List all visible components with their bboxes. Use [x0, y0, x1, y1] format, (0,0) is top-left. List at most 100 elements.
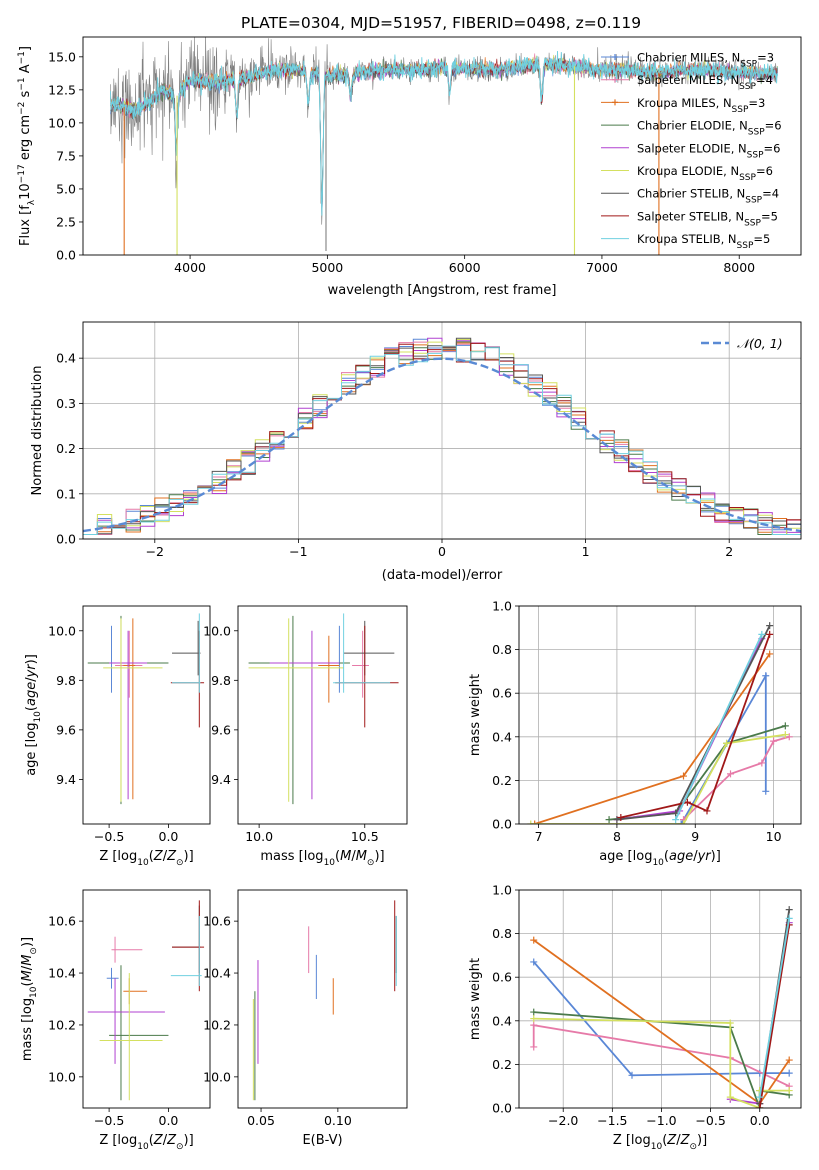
- y-tick-label: 10.0: [48, 1069, 76, 1084]
- weight-series-line: [530, 733, 786, 824]
- x-axis-label-part: )]: [184, 1133, 194, 1148]
- y-axis-label-part: −1: [17, 77, 27, 90]
- data-marker: [785, 1087, 793, 1095]
- x-axis-label-part: Z: [166, 1133, 177, 1148]
- y-tick-label: 10.2: [203, 1017, 231, 1032]
- x-axis-label-part: /: [163, 1133, 168, 1148]
- x-tick-label: 0.0: [750, 1113, 770, 1128]
- y-axis-label: Flux [fλ10−17 erg cm−2 s−1 A−1]: [17, 46, 37, 246]
- y-tick-label: 0.6: [492, 686, 512, 701]
- y-tick-label: 12.5: [48, 82, 76, 97]
- data-marker: [530, 1015, 538, 1023]
- x-axis-label-part: age: [669, 849, 693, 864]
- x-tick-label: −2: [146, 544, 164, 559]
- x-axis-label: wavelength [Angstrom, rest frame]: [328, 283, 557, 298]
- x-tick-label: 10: [766, 829, 782, 844]
- y-tick-label: 7.5: [56, 148, 76, 163]
- y-axis-label-part: )]: [20, 937, 35, 947]
- x-tick-label: −0.5: [695, 1113, 725, 1128]
- data-marker: [756, 1093, 764, 1101]
- legend-label-part: Chabrier STELIB, N: [637, 187, 745, 201]
- weight-series-line: [620, 633, 771, 819]
- legend-label-part: =4: [756, 73, 773, 87]
- data-marker: [530, 1008, 538, 1016]
- legend-label-part: Salpeter STELIB, N: [637, 209, 744, 223]
- x-tick-label: 0.05: [247, 1113, 275, 1128]
- data-marker: [530, 958, 538, 966]
- x-axis-label-part: M: [340, 849, 351, 864]
- x-tick-label: 10.5: [351, 829, 379, 844]
- x-tick-label: −1.5: [597, 1113, 627, 1128]
- y-axis-label-part: λ: [27, 199, 37, 205]
- legend-label: Chabrier ELODIE, NSSP=6: [637, 119, 782, 138]
- x-tick-label: 8: [613, 829, 621, 844]
- y-axis-label-part: age: [24, 682, 39, 706]
- x-tick-label: 0.10: [324, 1113, 352, 1128]
- axes-frame: [237, 889, 408, 1109]
- y-tick-label: 9.8: [211, 673, 231, 688]
- x-axis-label: E(B-V): [302, 1133, 342, 1148]
- y-axis-label-part: −1: [17, 51, 27, 64]
- y-axis-label-part: ]: [18, 46, 33, 51]
- x-axis-label-part: (: [335, 849, 340, 864]
- y-tick-label: 9.6: [56, 722, 76, 737]
- x-axis-label-part: 10: [651, 1142, 663, 1152]
- legend-label-part: =5: [761, 209, 778, 223]
- legend-label: Kroupa MILES, NSSP=3: [637, 96, 765, 115]
- legend-label-part: Chabrier ELODIE, N: [637, 119, 748, 133]
- legend-label-part: SSP: [739, 173, 756, 183]
- y-tick-label: 0.3: [56, 396, 76, 411]
- x-axis-label-part: (: [664, 849, 669, 864]
- x-tick-label: −2.0: [548, 1113, 578, 1128]
- y-axis-label-part: Flux [f: [18, 205, 33, 246]
- y-axis-label: mass weight: [468, 674, 483, 756]
- errorbar-data: [87, 900, 205, 1101]
- panels-layer: 4000 5000 6000 7000 80000.02.55.07.510.012.5…: [17, 36, 802, 1152]
- x-tick-label: 9: [691, 829, 699, 844]
- x-axis-label-part: Z [log: [99, 849, 137, 864]
- data-marker: [785, 914, 793, 922]
- legend-label-part: Kroupa MILES, N: [637, 96, 732, 110]
- z-weight-panel: −2.0 −1.5 −1.0 −0.5 0.0 0.0 0.2 0.4 0.6 0.8 1.0 Z […: [468, 883, 802, 1152]
- x-tick-label: −1: [289, 544, 307, 559]
- y-axis-label-part: /: [20, 965, 35, 970]
- y-tick-label: 0.0: [56, 532, 76, 547]
- x-axis-label: age [log10(age/yr)]: [599, 849, 721, 868]
- data-marker: [785, 733, 793, 741]
- data-marker: [680, 772, 687, 780]
- x-axis-label: Z [log10(Z/Z⊙)]: [99, 1133, 193, 1152]
- data-marker: [770, 737, 778, 745]
- legend-label-part: =3: [757, 51, 774, 65]
- x-axis-label-part: /: [693, 849, 698, 864]
- y-axis-label-part: )]: [24, 654, 39, 664]
- x-tick-label: 10.0: [245, 829, 273, 844]
- y-axis-label-part: yr: [24, 663, 39, 679]
- x-axis-label-part: Z [log: [613, 1133, 651, 1148]
- data-marker: [756, 1104, 764, 1108]
- y-axis-label-part: −17: [17, 164, 27, 183]
- ebv-mass-panel: 0.05 0.10 10.0 10.2 10.4 10.6: [203, 889, 408, 1128]
- data-marker: [683, 798, 691, 806]
- axes-frame: [82, 605, 211, 825]
- data-marker: [758, 630, 766, 638]
- y-tick-label: 10.4: [48, 966, 76, 981]
- y-axis-label-part: (: [24, 706, 39, 711]
- weight-series-line: [674, 633, 763, 820]
- x-tick-label: 5000: [311, 260, 343, 275]
- legend-label-part: SSP: [739, 82, 756, 92]
- data-marker: [785, 906, 793, 914]
- legend-label-part: =4: [762, 187, 779, 201]
- data-marker: [781, 731, 789, 739]
- y-axis-label: mass weight: [468, 958, 483, 1040]
- data-marker: [781, 722, 789, 730]
- x-axis-label-part: Z [log: [99, 1133, 137, 1148]
- y-axis-label-part: −2: [17, 102, 27, 115]
- legend-label-part: Kroupa ELODIE, N: [637, 164, 739, 178]
- y-axis-label-part: /: [24, 677, 39, 682]
- x-axis-label-part: Z: [153, 1133, 164, 1148]
- legend-label-part: SSP: [732, 105, 749, 115]
- y-tick-label: 10.0: [48, 623, 76, 638]
- y-axis-label-part: (: [20, 981, 35, 986]
- legend-label-part: Kroupa STELIB, N: [637, 232, 737, 246]
- model-spectrum-line: [110, 50, 779, 216]
